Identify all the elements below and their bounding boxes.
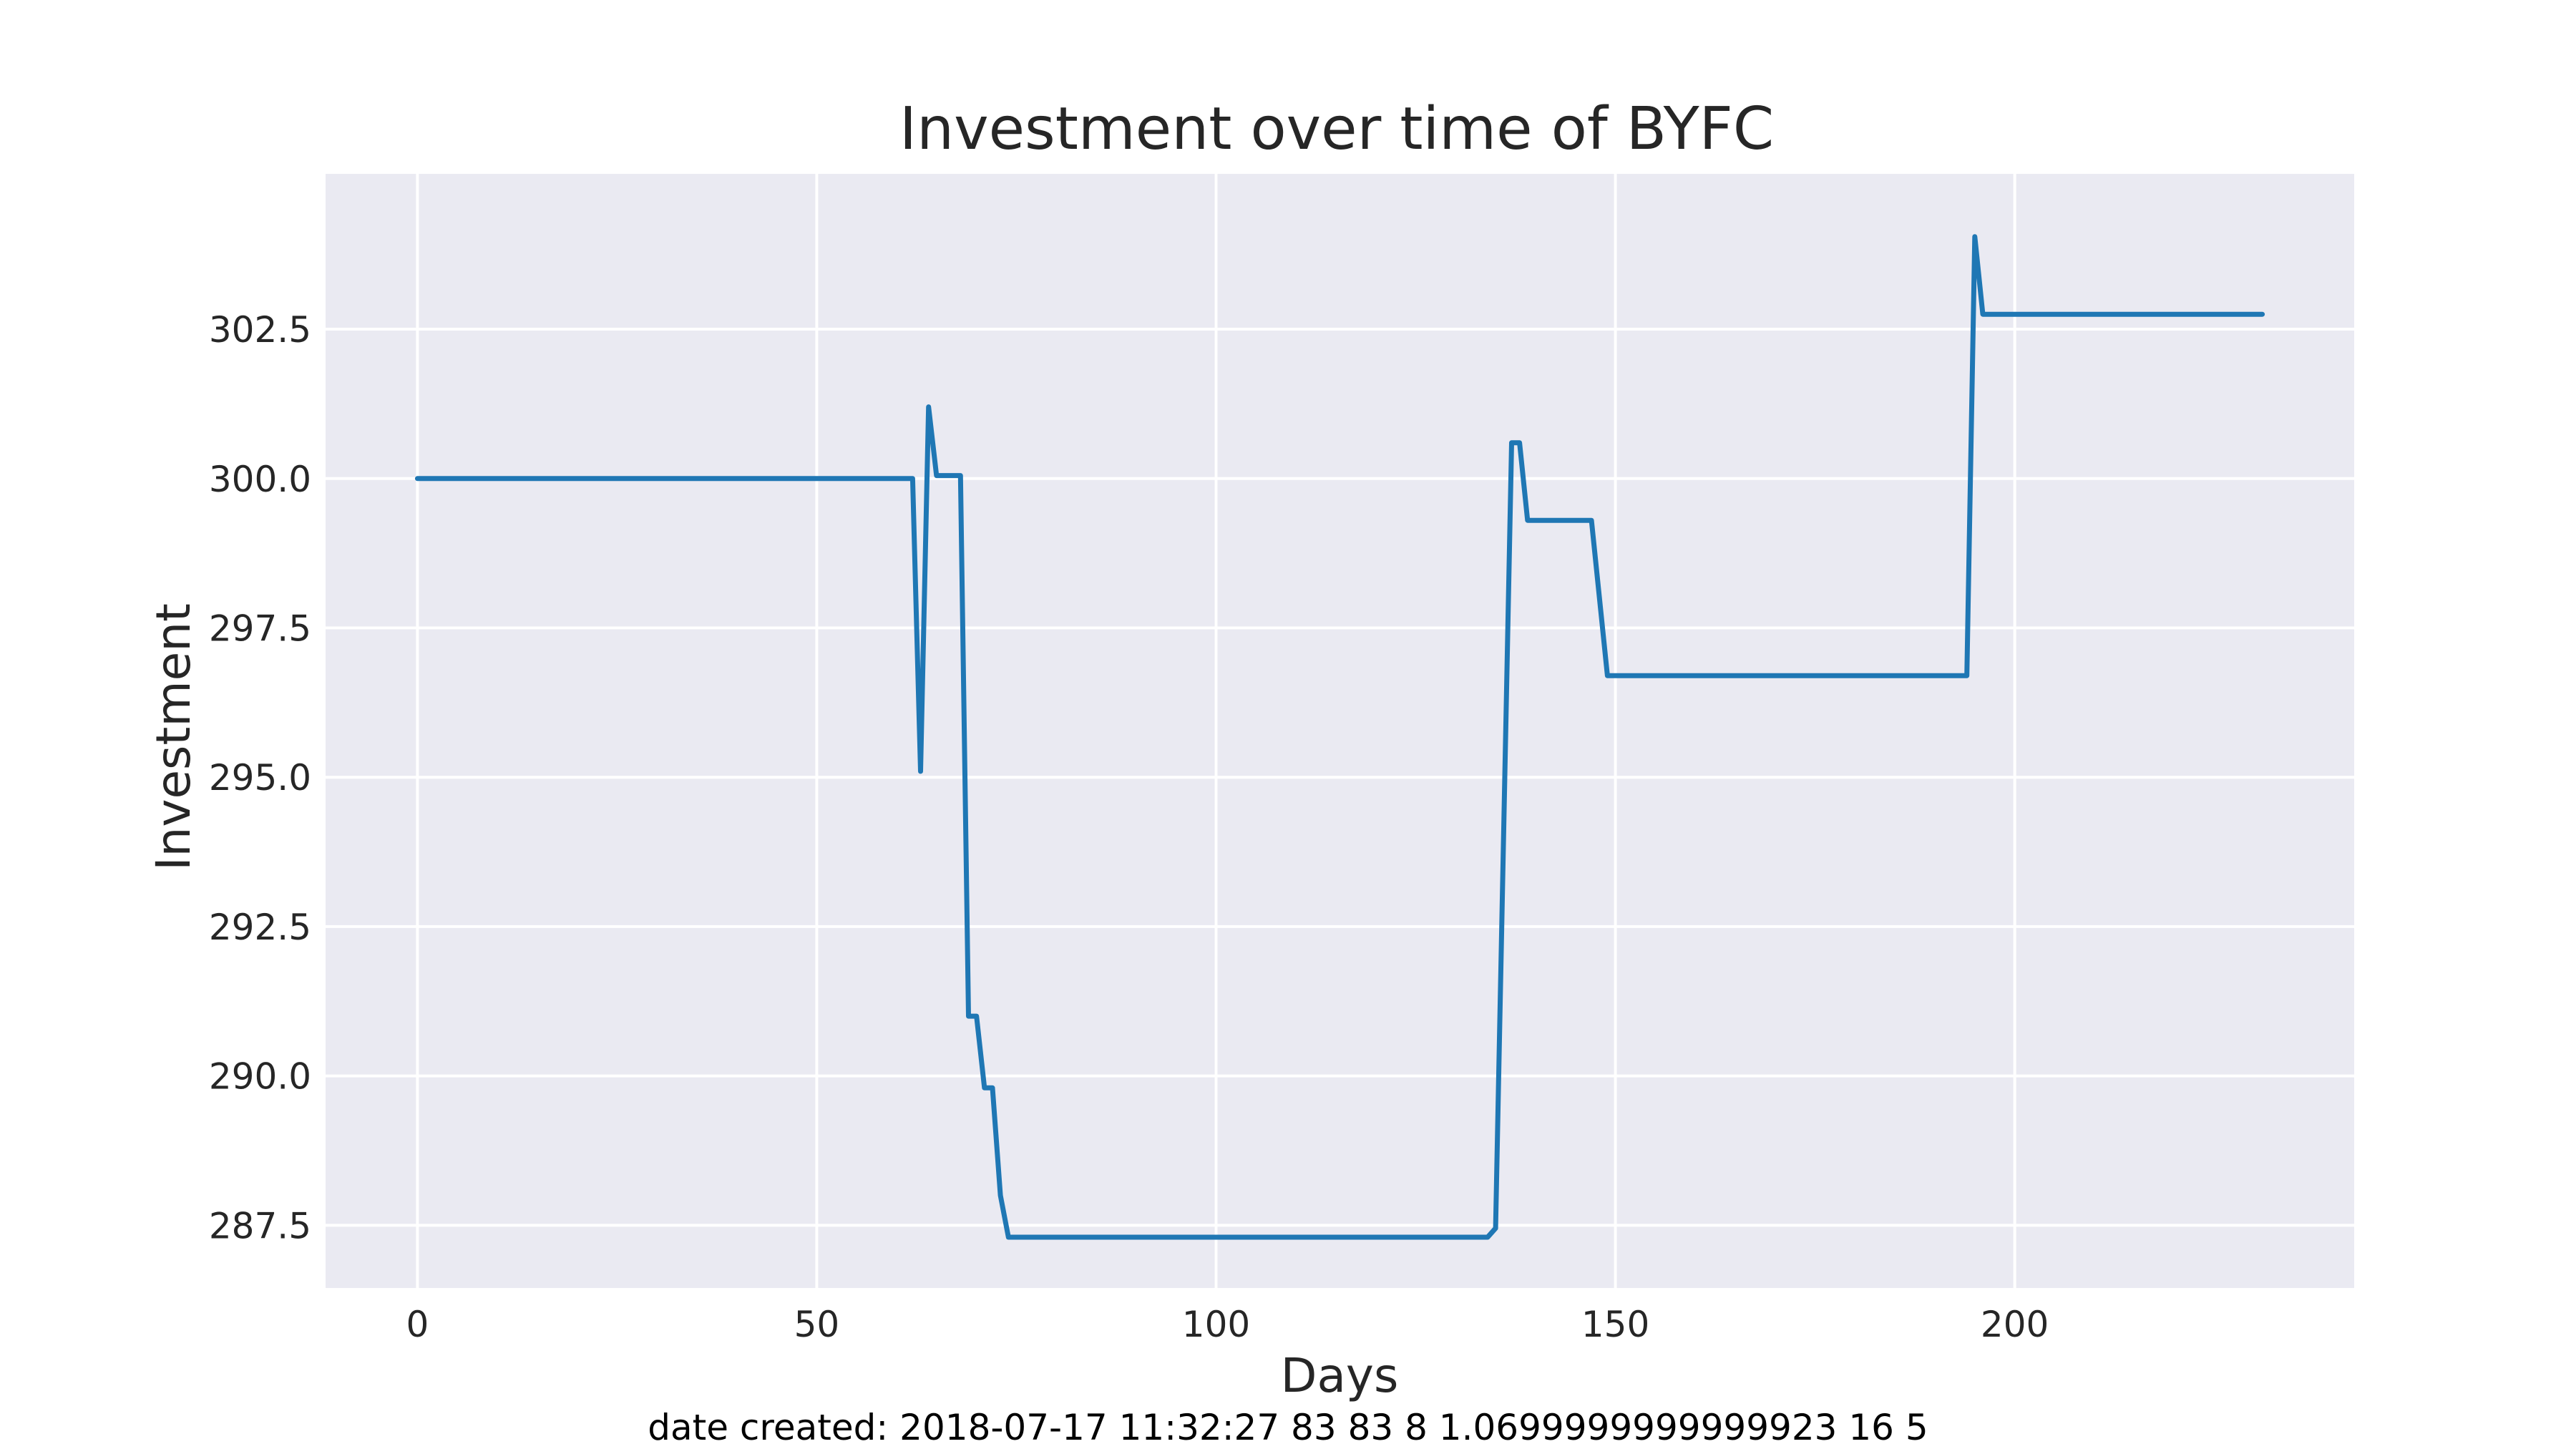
y-tick-label: 297.5 <box>209 608 311 649</box>
series-line <box>414 234 2265 1240</box>
y-tick-label: 287.5 <box>209 1205 311 1246</box>
y-axis-label: Investment <box>146 603 201 871</box>
y-tick-label: 292.5 <box>209 907 311 948</box>
series-layer <box>414 234 2265 1240</box>
x-axis-label: Days <box>1281 1348 1399 1403</box>
plot-area <box>326 174 2354 1288</box>
y-axis-ticks: 287.5 290.0 292.5 295.0 297.5 300.0 302.5 <box>209 309 311 1246</box>
y-tick-label: 290.0 <box>209 1056 311 1098</box>
y-tick-label: 302.5 <box>209 309 311 351</box>
x-axis-ticks: 0 50 100 150 200 <box>406 1304 2049 1345</box>
chart-title: Investment over time of BYFC <box>899 95 1774 163</box>
x-tick-label: 0 <box>406 1304 429 1345</box>
y-tick-label: 300.0 <box>209 459 311 500</box>
x-tick-label: 50 <box>794 1304 840 1345</box>
x-tick-label: 200 <box>1981 1304 2049 1345</box>
x-tick-label: 100 <box>1182 1304 1250 1345</box>
date-created-footer: date created: 2018-07-17 11:32:27 83 83 … <box>648 1407 1928 1448</box>
y-tick-label: 295.0 <box>209 757 311 799</box>
x-tick-label: 150 <box>1581 1304 1649 1345</box>
